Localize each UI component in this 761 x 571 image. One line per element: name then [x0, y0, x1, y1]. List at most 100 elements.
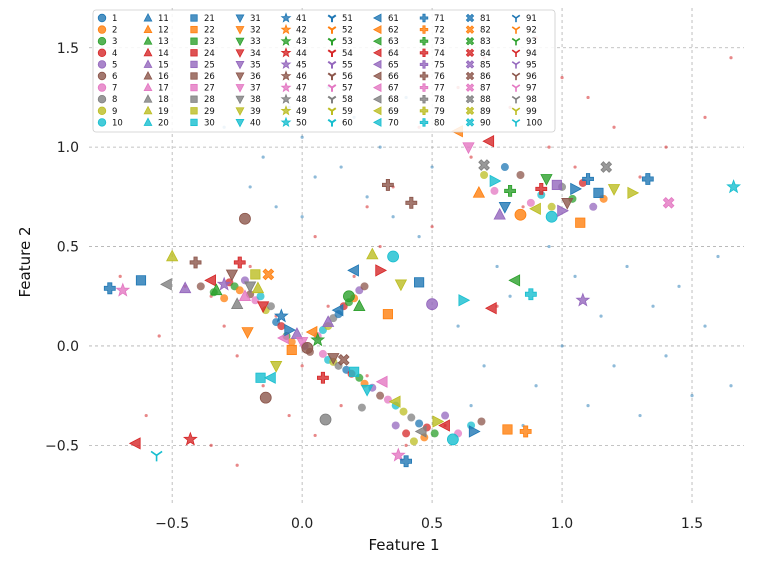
legend-marker-30 [190, 118, 198, 127]
legend-label: 21 [204, 14, 215, 24]
series-96-marker [607, 184, 621, 196]
marker-arm [327, 26, 333, 31]
series-23-marker [256, 301, 270, 314]
legend-label: 55 [342, 60, 353, 70]
series-15-marker [230, 297, 244, 310]
series-89-marker [561, 198, 574, 210]
legend-marker-68 [372, 94, 382, 104]
cluster-point [287, 337, 296, 346]
legend-marker-26 [190, 72, 198, 80]
series-39-marker [321, 315, 335, 327]
legend-marker-29 [190, 107, 198, 115]
series-78-marker [504, 184, 516, 197]
legend-label: 35 [250, 60, 261, 70]
legend-label: 98 [526, 95, 537, 105]
series-65-marker [446, 433, 459, 446]
series-25-marker [264, 371, 276, 384]
legend-marker-10 [97, 118, 107, 127]
background-point-red [703, 115, 707, 119]
cluster-point [477, 417, 486, 426]
y-tick-label: 0.0 [57, 339, 79, 355]
series-36-marker [305, 325, 318, 339]
legend-marker-98 [511, 95, 521, 104]
legend-marker-73 [419, 37, 429, 46]
marker-arm [511, 49, 517, 54]
legend-label: 33 [250, 37, 261, 47]
legend-marker-56 [327, 72, 337, 81]
legend-marker-43 [280, 35, 292, 46]
background-point-red [235, 354, 239, 358]
legend-label: 70 [388, 118, 399, 128]
legend-marker-24 [190, 49, 198, 57]
marker-arm [511, 119, 517, 124]
legend-label: 41 [296, 14, 307, 24]
background-point-blue [469, 404, 473, 408]
legend-marker-37 [235, 84, 245, 93]
cluster-point [500, 163, 509, 172]
y-axis-label: Feature 2 [16, 227, 34, 298]
legend-label: 77 [434, 84, 445, 94]
legend-label: 15 [158, 60, 169, 70]
background-point-red [573, 165, 577, 169]
background-point-red [404, 443, 408, 447]
legend-marker-9 [97, 106, 107, 115]
legend-marker-7 [97, 83, 107, 92]
legend-label: 83 [480, 37, 491, 47]
legend-label: 42 [296, 26, 307, 36]
series-63-marker [432, 415, 445, 428]
legend-marker-67 [372, 83, 382, 93]
series-64-marker [438, 419, 450, 432]
legend-marker-32 [235, 26, 245, 35]
legend-marker-48 [280, 93, 292, 104]
legend-label: 68 [388, 95, 399, 105]
legend-marker-49 [280, 105, 292, 116]
legend-label: 7 [112, 84, 117, 94]
legend-marker-27 [190, 83, 198, 92]
legend-marker-83 [465, 36, 475, 46]
legend-marker-81 [465, 13, 475, 23]
series-17-marker [238, 289, 252, 302]
legend-marker-84 [465, 48, 475, 58]
legend-marker-35 [235, 60, 245, 70]
series-92-marker [575, 292, 591, 307]
legend-marker-44 [280, 47, 292, 58]
legend-label: 84 [480, 49, 491, 59]
legend-label: 75 [434, 60, 445, 70]
cluster-point [407, 413, 416, 422]
background-point-blue [378, 145, 382, 149]
legend-marker-23 [190, 37, 198, 45]
legend-label: 67 [388, 84, 399, 94]
background-point-red [118, 274, 122, 278]
series-70-marker [472, 185, 486, 198]
cluster-point [360, 282, 369, 291]
legend-label: 94 [526, 49, 537, 59]
marker-arm [327, 72, 333, 77]
marker-arm [327, 107, 333, 112]
series-13-marker [216, 276, 232, 291]
background-point-blue [677, 284, 681, 288]
background-point-blue [300, 135, 304, 139]
marker-arm [156, 450, 163, 456]
legend-label: 25 [204, 60, 215, 70]
marker-arm [515, 119, 521, 124]
legend-marker-51 [327, 14, 337, 23]
background-point-red [313, 433, 317, 438]
series-49-marker [366, 247, 379, 260]
legend-marker-80 [419, 118, 429, 127]
cluster-point [415, 419, 424, 428]
legend-label: 30 [204, 118, 215, 128]
legend-marker-11 [143, 12, 153, 22]
legend-label: 20 [158, 118, 169, 128]
legend-marker-14 [143, 47, 153, 57]
series-71-marker [478, 159, 490, 171]
legend-label: 34 [250, 49, 261, 59]
legend-marker-54 [327, 49, 337, 57]
legend-label: 23 [204, 37, 215, 47]
legend-label: 31 [250, 14, 261, 24]
series-35-marker [301, 342, 314, 354]
series-3-marker [135, 275, 147, 286]
marker-arm [331, 95, 337, 101]
background-point-blue [482, 364, 486, 368]
legend-marker-20 [143, 117, 153, 126]
legend-marker-12 [143, 24, 153, 34]
